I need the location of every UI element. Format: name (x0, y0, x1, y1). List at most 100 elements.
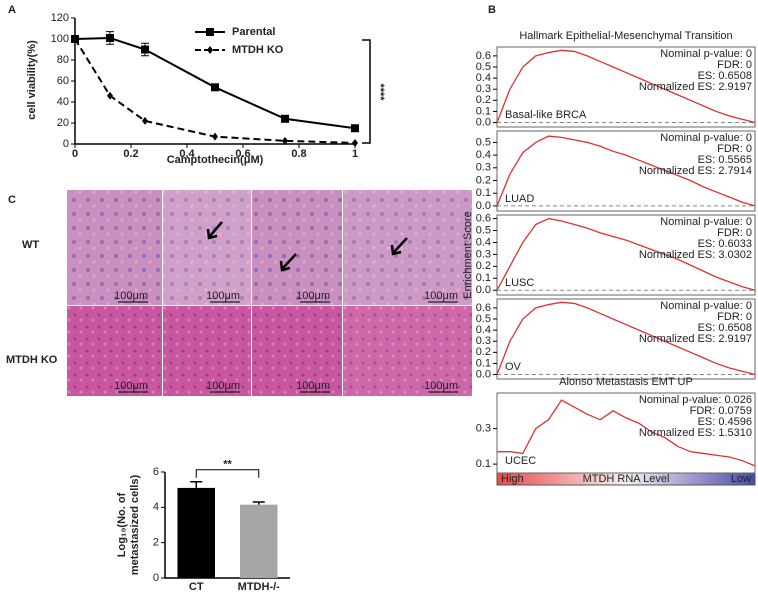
plot-frame (496, 130, 756, 212)
significance-bracket (362, 39, 371, 144)
plot-frame (496, 298, 756, 380)
legend-marker (207, 46, 213, 54)
series-line (74, 38, 356, 144)
stat-text: ES: 0.6033 (698, 238, 752, 250)
marker (141, 45, 149, 54)
scale-bar-label: 100μm (296, 290, 330, 302)
stat-text: FDR: 0 (717, 311, 752, 323)
stat-text: Normalized ES: 2.9197 (639, 333, 752, 345)
image (343, 306, 472, 396)
scale-bar-label: 100μm (206, 380, 240, 392)
legend-marker (206, 28, 214, 36)
scale-bar-label: 100μm (206, 290, 240, 302)
x-tick-label: 0 (72, 148, 78, 160)
panel-label: B (488, 4, 496, 16)
bar (177, 487, 215, 578)
y-tick-label: 0.0 (476, 284, 491, 296)
y-tick-label: 0.3 (476, 162, 491, 174)
marker (107, 91, 113, 100)
scale-bar-label: 100μm (296, 380, 330, 392)
y-tick-label: 0.1 (476, 187, 491, 199)
enrichment-line (496, 135, 756, 207)
y-axis-label: cell viability(%) (26, 40, 38, 120)
y-tick-label: 0.4 (476, 72, 491, 84)
y-tick-label: 120 (51, 12, 69, 24)
series-line (74, 36, 356, 130)
image (67, 190, 162, 305)
marker (281, 114, 289, 123)
row-label: MTDH KO (6, 354, 58, 366)
y-tick-label: 0.2 (476, 94, 491, 106)
image (163, 306, 251, 396)
y-tick-label: 6 (153, 466, 159, 478)
stat-text: FDR: 0 (717, 227, 752, 239)
image (252, 190, 342, 305)
plot-label: OV (505, 361, 522, 373)
y-tick-label: 0.1 (476, 105, 491, 117)
y-tick-label: 0.0 (476, 116, 491, 128)
y-tick-label: 0.1 (476, 272, 491, 284)
y-tick-label: 0.4 (476, 149, 491, 161)
enrichment-line (496, 217, 756, 291)
marker (72, 35, 78, 43)
stat-text: Nominal p-value: 0 (660, 216, 752, 228)
plot-label: Basal-like BRCA (505, 109, 587, 121)
x-tick-label: CT (189, 581, 204, 592)
legend-label: Parental (232, 26, 275, 38)
plot-title: Hallmark Epithelial-Mesenchymal Transiti… (519, 30, 732, 42)
enrichment-line (496, 301, 756, 376)
significance-bracket (195, 469, 260, 478)
plot-frame (496, 392, 756, 474)
y-tick-label: 0.2 (476, 260, 491, 272)
stat-text: ES: 0.6508 (698, 70, 752, 82)
y-tick-label: 0.3 (476, 335, 491, 347)
y-tick-label: 0.5 (476, 136, 491, 148)
y-axis-label: metastasized cells) (129, 475, 141, 576)
x-tick-label: 1 (352, 148, 358, 160)
y-axis-label: Enrichment Score (462, 211, 474, 298)
y-tick-label: 0.1 (476, 357, 491, 369)
enrichment-line (496, 49, 756, 124)
y-tick-label: 0.3 (476, 248, 491, 260)
row-label: WT (22, 239, 39, 251)
y-tick-label: 0.6 (476, 302, 491, 314)
y-tick-label: 0.5 (476, 313, 491, 325)
y-tick-label: 0.6 (476, 212, 491, 224)
bar (240, 504, 278, 578)
y-tick-label: 0.4 (476, 236, 491, 248)
plot-label: UCEC (505, 455, 536, 467)
marker (282, 136, 288, 145)
scale-bar-label: 100μm (114, 380, 148, 392)
y-tick-label: 0.1 (476, 458, 491, 470)
x-tick-label: 0.6 (235, 148, 250, 160)
stat-text: FDR: 0.0759 (690, 405, 752, 417)
annotation: **** (374, 83, 386, 101)
stat-text: Normalized ES: 1.5310 (639, 427, 752, 439)
marker (351, 124, 359, 133)
y-tick-label: 0.4 (476, 324, 491, 336)
stat-text: Nominal p-value: 0 (660, 132, 752, 144)
y-tick-label: 0.2 (476, 174, 491, 186)
histology-images (67, 190, 472, 396)
stat-text: Normalized ES: 2.7914 (639, 165, 752, 177)
image (343, 190, 472, 305)
stat-text: FDR: 0 (717, 143, 752, 155)
y-tick-label: 100 (51, 33, 69, 45)
y-tick-label: 0 (63, 138, 69, 150)
y-tick-label: 0.2 (476, 346, 491, 358)
x-axis-label: Camptothecin(μM) (167, 154, 264, 166)
legend-label: MTDH KO (232, 44, 284, 56)
marker (212, 132, 218, 141)
plot-label: LUSC (505, 277, 534, 289)
marker (142, 116, 148, 125)
stat-text: ES: 0.5565 (698, 154, 752, 166)
x-tick-label: 0.4 (179, 148, 195, 160)
y-tick-label: 0.3 (476, 83, 491, 95)
gradient-label: MTDH RNA Level (583, 473, 670, 485)
stat-text: FDR: 0 (717, 59, 752, 71)
panel-label: A (8, 4, 16, 16)
plot-title: Alonso Metastasis EMT UP (559, 376, 693, 388)
x-tick-label: MTDH-/- (238, 581, 280, 592)
image (252, 306, 342, 396)
